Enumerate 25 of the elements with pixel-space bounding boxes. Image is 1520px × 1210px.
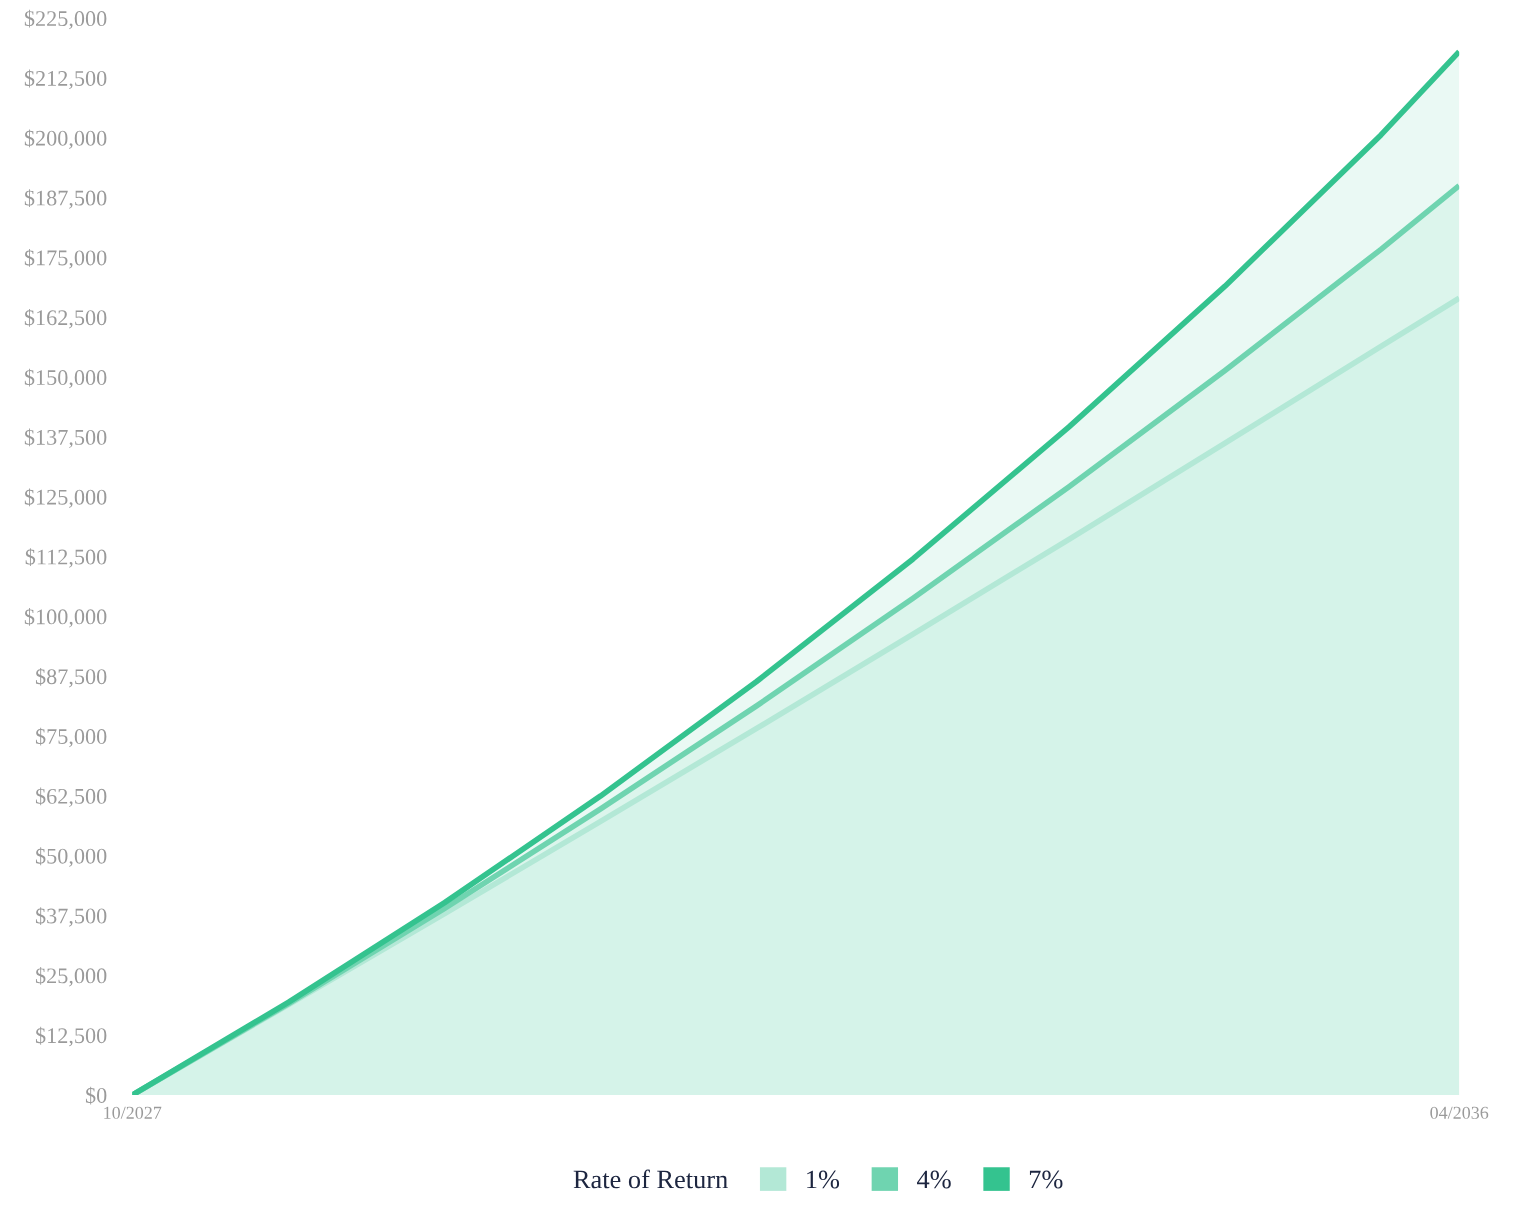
y-tick-label: $187,500 [24,189,107,209]
y-tick-label: $212,500 [24,69,107,90]
y-tick-label: $37,500 [35,907,107,927]
y-tick-label: $62,500 [35,787,107,808]
y-tick-label: $175,000 [24,249,107,269]
legend-title: Rate of Return [573,1169,728,1189]
y-tick-label: $162,500 [24,308,107,329]
y-tick-label: $12,500 [35,1026,107,1047]
y-tick-label: $100,000 [24,608,107,628]
y-tick-label: $87,500 [35,667,107,688]
x-tick-label: 10/2027 [104,1106,162,1119]
x-tick-label: 04/2036 [1430,1106,1489,1119]
y-tick-label: $225,000 [24,9,107,30]
legend-label: 1% [807,1170,840,1189]
y-tick-label: $200,000 [24,129,107,149]
y-tick-label: $150,000 [24,368,107,389]
legend-label: 4% [917,1170,951,1189]
y-tick-label: $0 [85,1086,107,1105]
y-tick-label: $25,000 [35,967,107,987]
legend-label: 7% [1029,1170,1063,1189]
y-tick-label: $125,000 [24,488,107,508]
y-tick-label: $75,000 [35,727,107,748]
y-tick-label: $112,500 [25,548,107,568]
y-tick-label: $50,000 [35,847,107,867]
y-tick-label: $137,500 [24,428,107,449]
